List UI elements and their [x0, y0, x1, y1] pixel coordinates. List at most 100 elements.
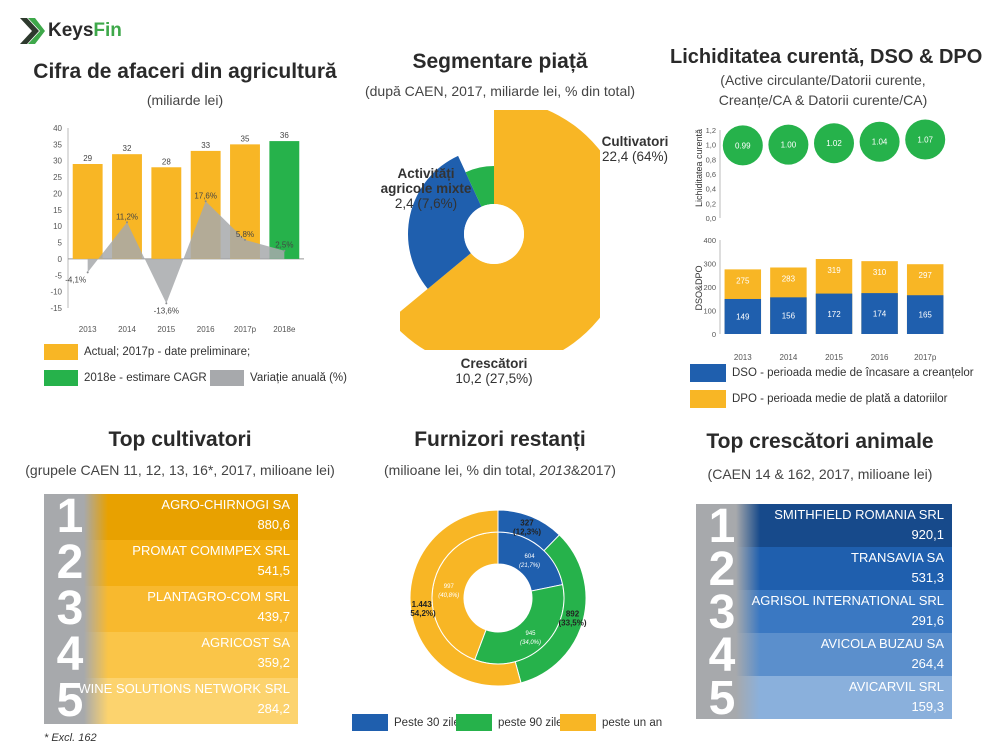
panel3-subtitle-2: Creanțe/CA & Datorii curente/CA) — [718, 92, 928, 108]
panel2-title: Segmentare piață — [412, 50, 588, 73]
legend-swatch-dpo — [690, 390, 726, 408]
panel5-legend: Peste 30 zile peste 90 zile peste un an — [352, 714, 672, 734]
x-tick-label: 2018e — [273, 325, 296, 334]
legend-swatch-estimate — [44, 370, 78, 386]
rank-company-name: SMITHFIELD ROMANIA SRL — [774, 507, 944, 522]
legend-item-an: peste un an — [560, 714, 662, 731]
ring-value-label: 604 — [525, 554, 536, 560]
dso-dpo-y-tick: 200 — [703, 283, 716, 292]
rank-company-value: 880,6 — [257, 517, 290, 532]
dpo-value-label: 275 — [736, 276, 750, 285]
legend-label-dpo: DPO - perioada medie de plată a datoriil… — [732, 393, 948, 405]
rank-number: 5 — [708, 672, 736, 725]
panel4-subtitle: (grupele CAEN 11, 12, 13, 16*, 2017, mil… — [25, 462, 335, 478]
liquidity-y-tick: 0,0 — [706, 214, 716, 223]
legend-item-dpo: DPO - perioada medie de plată a datoriil… — [690, 390, 947, 408]
legend-item-estimate: 2018e - estimare CAGR — [44, 370, 207, 386]
panel5-subtitle-b: 2013 — [539, 462, 571, 478]
variation-label: 17,6% — [194, 191, 217, 200]
variation-point — [165, 302, 168, 305]
label-mixte: Activități agricole mixte 2,4 (7,6%) — [374, 166, 478, 211]
rank-company-value: 159,3 — [911, 699, 944, 714]
dso-dpo-y-tick: 400 — [703, 236, 716, 245]
legend-label-actual: Actual; 2017p - date preliminare; — [84, 346, 251, 358]
bar-value-label: 28 — [162, 157, 171, 166]
y-tick-label: -10 — [50, 288, 62, 297]
liquidity-bubble — [768, 124, 809, 165]
ring-percent-label: (12,3%) — [513, 528, 541, 537]
liquidity-y-tick: 0,4 — [706, 185, 716, 194]
x-tick-label: 2014 — [780, 353, 798, 362]
liquidity-y-tick: 1,2 — [706, 126, 716, 135]
y-tick-label: -5 — [55, 271, 63, 280]
segment-slice — [408, 155, 482, 289]
liquidity-y-tick: 0,6 — [706, 170, 716, 179]
rank-company-name: AGRICOST SA — [201, 635, 290, 650]
x-tick-label: 2013 — [734, 353, 752, 362]
y-tick-label: 25 — [53, 173, 62, 182]
y-tick-label: 15 — [53, 206, 62, 215]
rank-company-name: PROMAT COMIMPEX SRL — [132, 543, 290, 558]
ring-percent-label: (21,7%) — [519, 563, 540, 569]
legend-swatch-variation — [210, 370, 244, 386]
panel6-title: Top crescători animale — [706, 430, 934, 453]
variation-area — [87, 201, 285, 304]
label-mixte-name1: Activități — [397, 166, 455, 181]
panel1-title: Cifra de afaceri din agricultură — [33, 60, 337, 83]
y-tick-label: -15 — [50, 304, 62, 313]
ring-percent-label: (40,8%) — [438, 593, 459, 599]
rank-row: 3 PLANTAGRO-COM SRL 439,7 — [44, 582, 298, 635]
market-segmentation-donut — [400, 110, 600, 350]
liquidity-y-tick: 1,0 — [706, 141, 716, 150]
rank-row: 4 AVICOLA BUZAU SA 264,4 — [696, 629, 952, 682]
rank-row: 1 SMITHFIELD ROMANIA SRL 920,1 — [696, 500, 952, 553]
donut-hole — [464, 204, 524, 264]
label-crescatori-value: 10,2 (27,5%) — [455, 371, 533, 386]
rank-row: 2 PROMAT COMIMPEX SRL 541,5 — [44, 536, 298, 589]
x-tick-label: 2017p — [914, 353, 937, 362]
rank-company-value: 531,3 — [911, 570, 944, 585]
logo: KeysFin — [18, 12, 128, 52]
label-cultivatori: Cultivatori 22,4 (64%) — [580, 134, 690, 164]
variation-point — [204, 200, 207, 203]
variation-label: -13,6% — [154, 306, 179, 315]
rank-number: 1 — [56, 490, 84, 543]
rank-company-name: TRANSAVIA SA — [851, 550, 944, 565]
liquidity-value-label: 1.04 — [872, 138, 888, 147]
legend-item-90: peste 90 zile — [456, 714, 563, 731]
top-cultivatori-list: 1 AGRO-CHIRNOGI SA 880,6 2 PROMAT COMIMPEX S… — [44, 490, 298, 727]
panel5-subtitle-c: &2017) — [570, 462, 616, 478]
legend-swatch-actual — [44, 344, 78, 360]
rank-row: 2 TRANSAVIA SA 531,3 — [696, 543, 952, 596]
rank-row: 1 AGRO-CHIRNOGI SA 880,6 — [44, 490, 298, 543]
liquidity-dso-dpo-chart: Lichiditatea curentă 1,2 1,0 0,8 0,6 0,4 0,2 0,… — [694, 119, 946, 362]
rank-company-value: 541,5 — [257, 563, 290, 578]
panel3-legend: DSO - perioada medie de încasare a crean… — [690, 362, 980, 412]
x-tick-label: 2013 — [79, 325, 97, 334]
liquidity-bubble — [814, 123, 854, 164]
x-tick-label: 2016 — [871, 353, 889, 362]
dso-bar — [861, 293, 898, 334]
ring-value-label: 1.443 — [412, 600, 433, 609]
panel5-subtitle-a: (milioane lei, % din total, — [384, 462, 540, 478]
dso-dpo-y-tick: 0 — [712, 330, 716, 339]
dso-value-label: 172 — [827, 310, 841, 319]
rank-company-name: PLANTAGRO-COM SRL — [147, 589, 290, 604]
liquidity-value-label: 1.07 — [917, 136, 933, 145]
legend-item-actual: Actual; 2017p - date preliminare; — [44, 344, 250, 360]
panel4-footnote: * Excl. 162 — [44, 732, 97, 744]
label-crescatori: Crescători 10,2 (27,5%) — [444, 356, 544, 386]
liquidity-value-label: 1.00 — [781, 141, 797, 150]
dso-bar — [906, 295, 944, 334]
y-tick-label: 0 — [58, 255, 63, 264]
ring-value-label: 327 — [520, 519, 534, 528]
ring-percent-label: (34,0%) — [520, 640, 541, 646]
rank-company-value: 920,1 — [911, 527, 944, 542]
rank-number: 5 — [56, 674, 84, 727]
y-tick-label: 40 — [53, 124, 62, 133]
y-tick-label: 35 — [53, 140, 62, 149]
panel3-title: Lichiditatea curentă, DSO & DPO — [670, 46, 983, 68]
dso-dpo-y-tick: 100 — [703, 307, 716, 316]
label-mixte-name2: agricole mixte — [380, 181, 472, 196]
logo-chevron-icon — [20, 18, 45, 44]
